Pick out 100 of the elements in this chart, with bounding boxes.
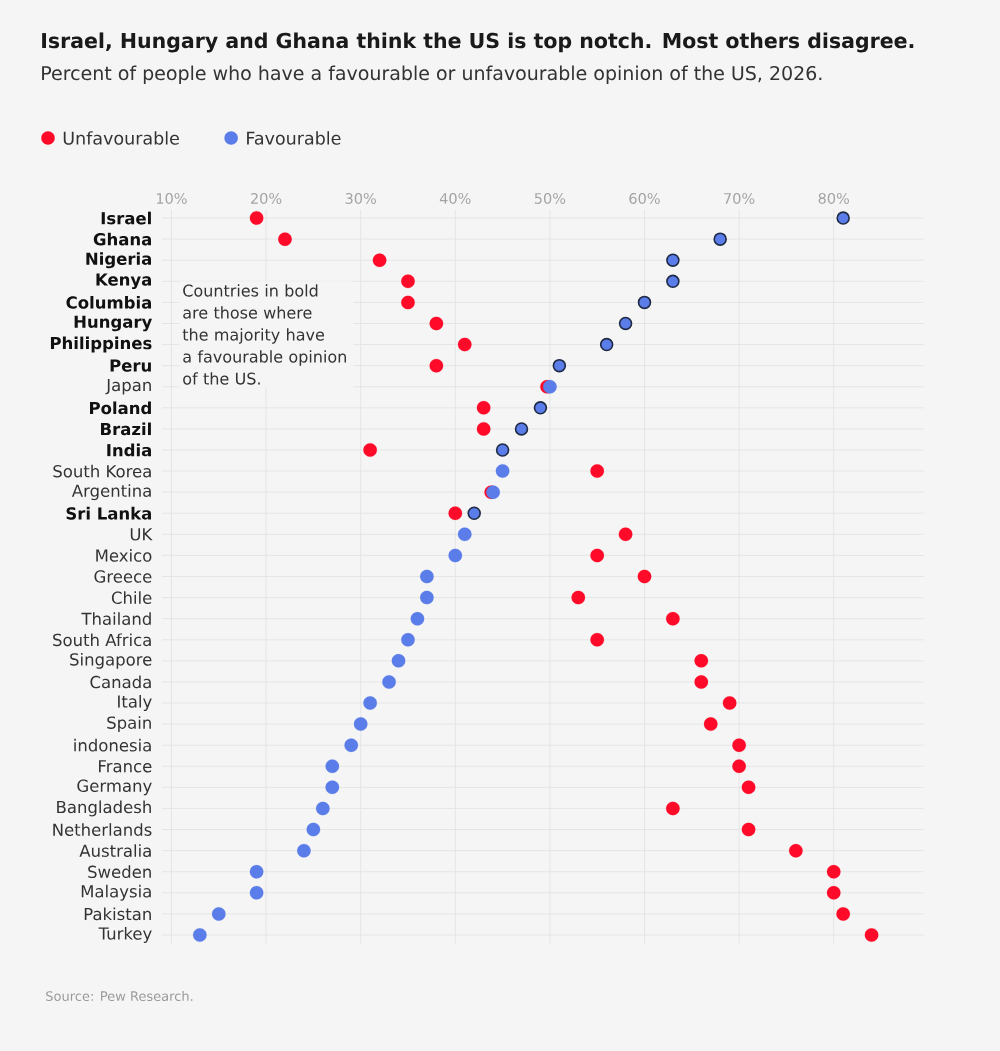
y-tick-label: Australia — [79, 844, 151, 858]
y-tick-label: Mexico — [96, 549, 152, 562]
point — [495, 464, 510, 478]
point — [476, 422, 491, 436]
point — [495, 443, 510, 457]
point — [618, 527, 633, 542]
y-tick-label: Pakistan — [84, 907, 151, 921]
point — [836, 211, 850, 225]
point — [249, 864, 264, 879]
y-tick-label: Italy — [118, 695, 152, 711]
point — [382, 675, 396, 689]
point — [297, 843, 311, 858]
y-tick-label: Brazil — [101, 422, 151, 436]
point — [694, 675, 709, 689]
point — [211, 907, 226, 921]
y-tick-label: Netherlands — [53, 823, 152, 836]
point — [789, 843, 803, 858]
point — [741, 822, 756, 837]
point — [316, 801, 330, 816]
point — [391, 654, 406, 668]
point — [363, 696, 377, 710]
x-tick-label: 70% — [724, 192, 755, 204]
point — [353, 717, 368, 731]
y-tick-label: India — [107, 443, 151, 457]
source-note: Source: Pew Research. — [46, 990, 193, 1002]
point — [325, 759, 340, 774]
point — [741, 780, 756, 795]
point — [344, 738, 359, 753]
point — [476, 401, 491, 415]
point — [637, 295, 652, 310]
point — [599, 337, 614, 352]
point — [420, 590, 434, 605]
y-tick-label: indonesia — [74, 738, 151, 752]
point — [325, 780, 340, 795]
y-tick-label: Nigeria — [86, 252, 151, 269]
point — [514, 422, 529, 436]
x-tick-label: 30% — [345, 192, 376, 204]
y-tick-label: Hungary — [74, 315, 152, 332]
y-tick-label: Greece — [94, 570, 152, 583]
y-tick-label: Turkey — [98, 927, 152, 943]
point — [401, 274, 415, 289]
y-tick-label: Germany — [77, 779, 152, 796]
point — [429, 358, 444, 373]
point — [420, 569, 434, 584]
y-tick-label: Spain — [107, 716, 151, 733]
point — [249, 211, 264, 225]
point — [306, 822, 321, 837]
y-tick-label: Kenya — [96, 273, 151, 290]
y-tick-label: France — [99, 760, 152, 773]
y-tick-label: Columbia — [66, 296, 151, 309]
point — [552, 358, 567, 373]
point — [618, 316, 633, 331]
x-tick-label: 50% — [534, 192, 566, 204]
y-tick-label: Philippines — [50, 336, 152, 353]
point — [401, 295, 415, 310]
point — [826, 864, 841, 879]
y-tick-label: Bangladesh — [57, 800, 151, 817]
point — [571, 590, 586, 605]
point — [249, 885, 264, 900]
point — [666, 801, 680, 816]
y-tick-label: Chile — [111, 591, 152, 604]
y-tick-label: Sweden — [88, 865, 151, 879]
point — [448, 548, 463, 563]
x-tick-label: 80% — [818, 192, 850, 204]
point — [533, 401, 548, 415]
point — [666, 611, 680, 626]
point — [457, 527, 472, 542]
point — [457, 337, 472, 352]
y-tick-label: Thailand — [81, 612, 151, 626]
point — [193, 928, 207, 942]
point — [448, 506, 463, 521]
y-tick-label: Ghana — [93, 232, 151, 246]
y-tick-label: Singapore — [70, 652, 152, 669]
point — [372, 253, 387, 268]
annotation: Countries in bold are those where the majority have a favourable opinion of the US. — [182, 284, 346, 385]
y-tick-label: Sri Lanka — [66, 506, 151, 520]
y-tick-label: Israel — [101, 211, 151, 225]
y-tick-label: UK — [130, 528, 153, 541]
y-tick-label: Japan — [105, 379, 151, 395]
point — [590, 632, 605, 647]
point — [278, 232, 292, 246]
point — [401, 632, 415, 647]
point — [666, 274, 680, 289]
point — [836, 907, 850, 921]
y-tick-label: Argentina — [71, 484, 151, 501]
point — [732, 759, 746, 774]
y-tick-label: Canada — [90, 675, 151, 689]
chart-title: Israel, Hungary and Ghana think the US is top notch. Most others disagree. — [42, 32, 914, 53]
point — [703, 717, 718, 731]
point — [590, 464, 605, 478]
point — [429, 316, 444, 331]
point — [722, 696, 737, 710]
point — [864, 928, 879, 942]
x-tick-label: 60% — [629, 192, 660, 204]
y-tick-label: Peru — [110, 359, 151, 372]
x-tick-label: 20% — [251, 192, 282, 204]
point — [590, 548, 605, 563]
y-tick-label: South Korea — [53, 464, 151, 478]
point — [732, 738, 746, 753]
point — [713, 232, 727, 246]
